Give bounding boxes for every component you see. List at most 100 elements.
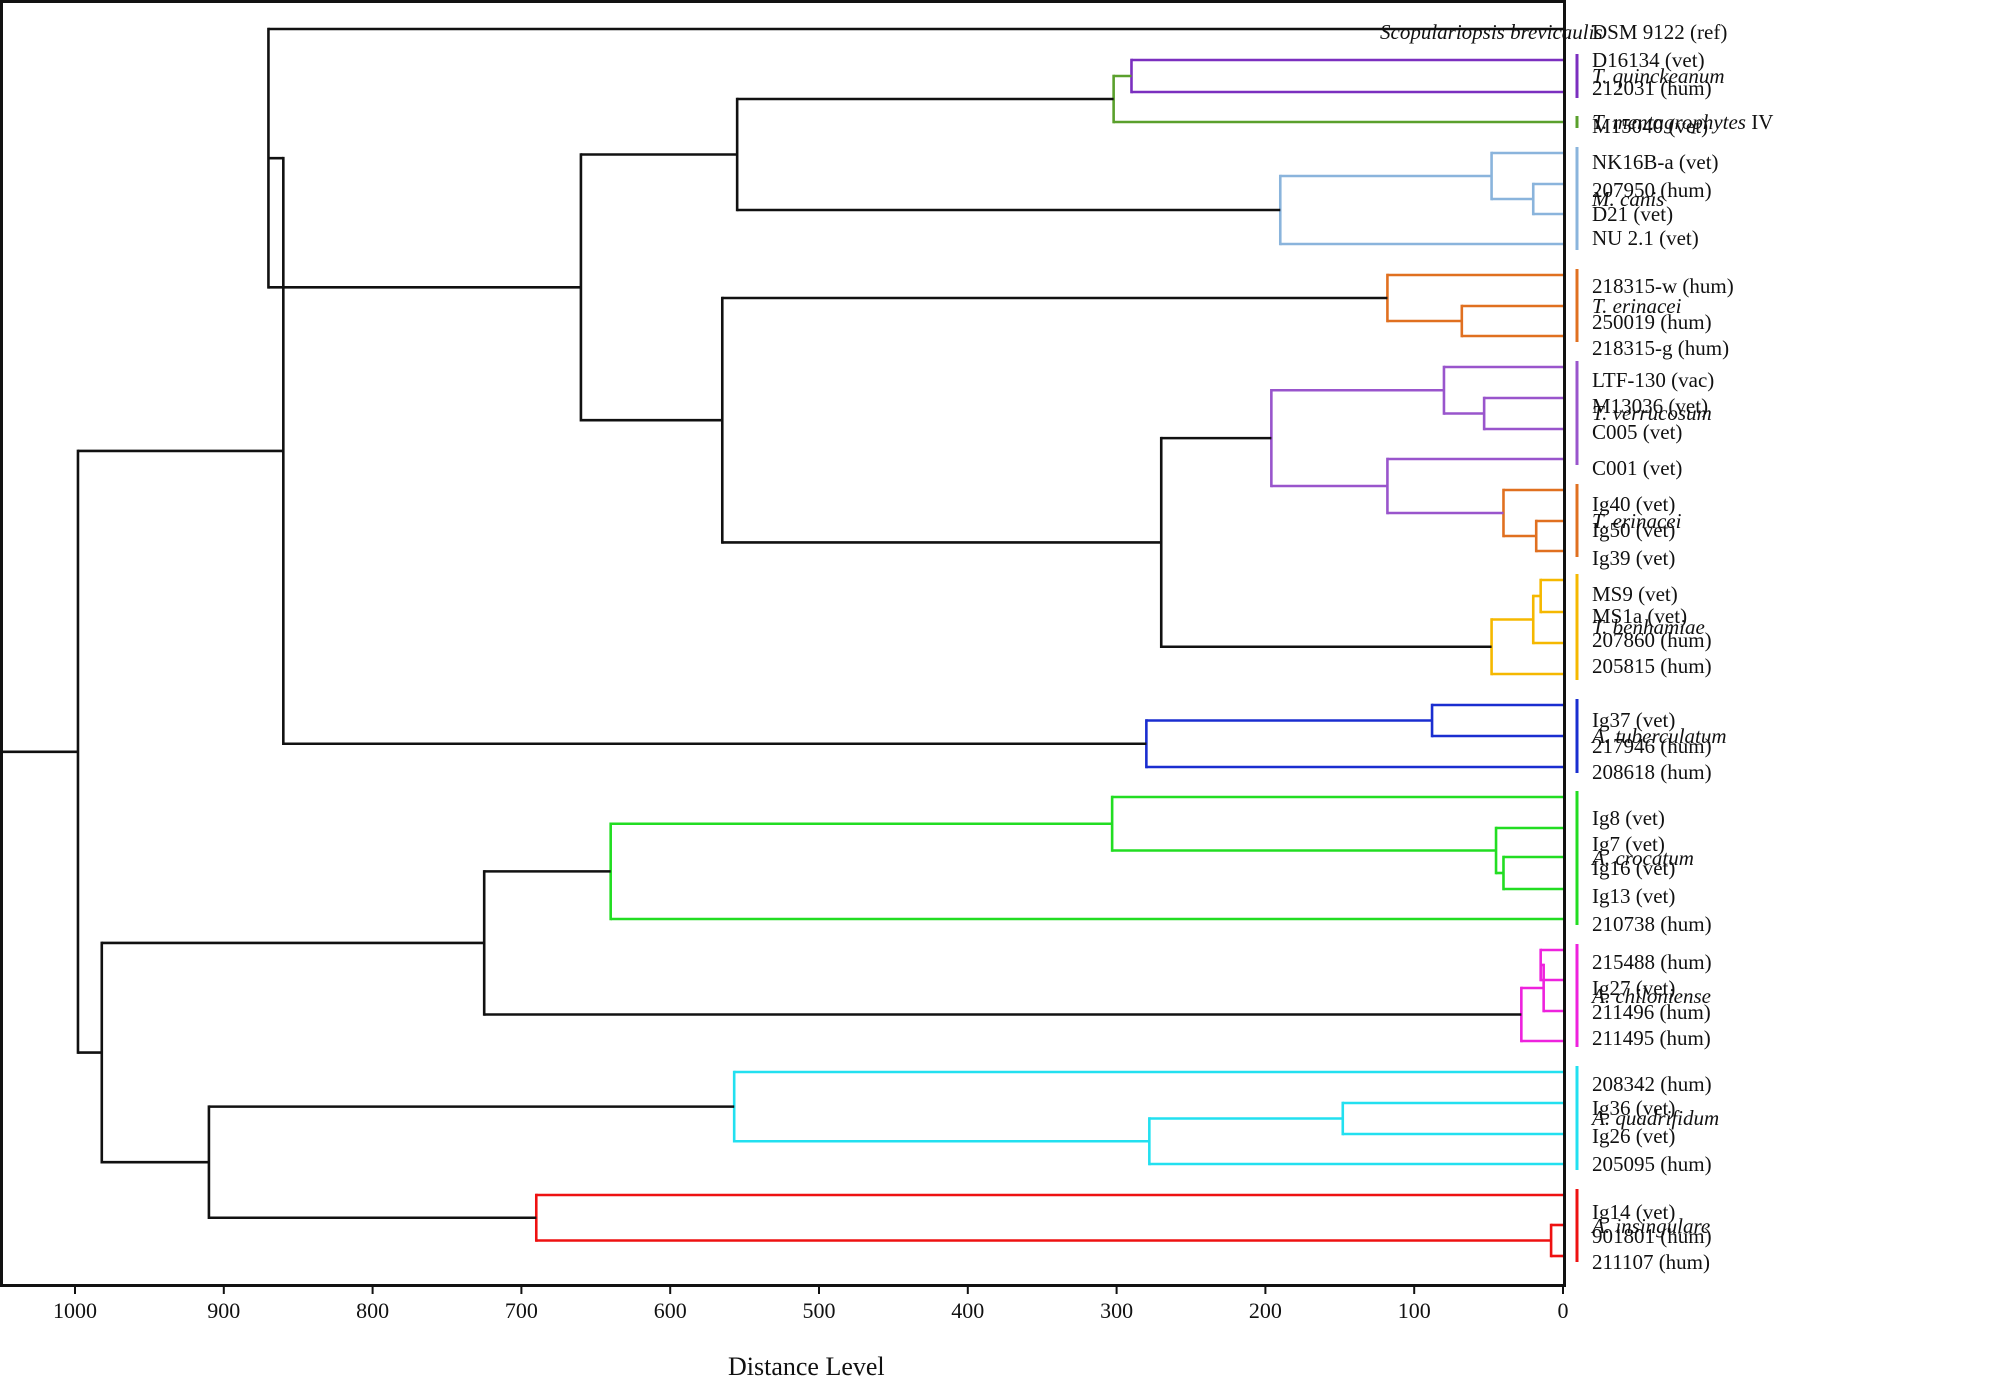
leaf-label-l7: NU 2.1 (vet)	[1592, 226, 1699, 250]
merge-n24	[268, 156, 1147, 746]
plot-frame	[0, 0, 1566, 1287]
leaf-label-l9: 250019 (hum)	[1592, 310, 1712, 334]
merge-n20	[579, 153, 738, 422]
merge-n2	[1112, 74, 1563, 124]
clade-label-5: T. erinacei	[1592, 508, 1682, 533]
x-tick-label-0: 1000	[53, 1298, 97, 1323]
leaf-label-l29: 210738 (hum)	[1592, 912, 1712, 936]
leaf-label-l32: 211496 (hum)	[1592, 1000, 1711, 1024]
clade-label-0: T. quinckeanum	[1592, 66, 1725, 87]
leaf-label-l4: NK16B-a (vet)	[1592, 150, 1719, 174]
merge-n16	[1531, 594, 1563, 645]
merge-n12	[1502, 488, 1563, 538]
merge-n14	[1270, 388, 1444, 488]
x-tick-label-3: 700	[504, 1298, 538, 1323]
clade-name: M. canis	[1592, 186, 1665, 211]
merge-n21	[267, 27, 1563, 289]
x-tick-label-2: 800	[356, 1298, 390, 1323]
merge-n15	[1539, 578, 1563, 614]
clade-label-8: A. crocatum	[1592, 848, 1694, 869]
leaf-label-l14: C001 (vet)	[1592, 456, 1683, 480]
merge-n4	[1490, 151, 1563, 201]
merge-n7	[1460, 304, 1563, 338]
merge-n3	[1531, 182, 1563, 216]
leaf-label-l31: Ig27 (vet)	[1592, 976, 1676, 1000]
clade-label-11: A. insingulare	[1592, 1213, 1711, 1238]
leaf-label-l20: 207860 (hum)	[1592, 628, 1712, 652]
ref-species-label: Scopulariopsis brevicaulis	[1380, 20, 1603, 44]
leaf-label-l40: 211107 (hum)	[1592, 1250, 1711, 1274]
leaf-label-l26: Ig7 (vet)	[1592, 832, 1665, 856]
x-tick-label-9: 100	[1397, 1298, 1431, 1323]
clade-name: A. chiloniense	[1592, 983, 1711, 1008]
leaf-label-l15: Ig40 (vet)	[1592, 492, 1676, 516]
clade-label-9: A. chiloniense	[1592, 983, 1711, 1008]
merge-n23	[1145, 719, 1563, 769]
merge-n22	[1430, 703, 1563, 738]
clade-label-10: A. quadrifidum	[1592, 1108, 1719, 1129]
x-tick-label-7: 300	[1100, 1298, 1134, 1323]
merge-n10	[1442, 365, 1563, 415]
clade-label-7: A. tuberculatum	[1592, 726, 1727, 747]
merge-n18	[1159, 436, 1492, 649]
clade-name: A. tuberculatum	[1592, 724, 1727, 748]
leaf-label-l34: 208342 (hum)	[1592, 1072, 1712, 1096]
leaf-label-l37: 205095 (hum)	[1592, 1152, 1712, 1176]
leaf-label-l28: Ig13 (vet)	[1592, 884, 1676, 908]
leaf-label-l35: Ig36 (vet)	[1592, 1096, 1676, 1120]
clade-label-6: T. benhamiae	[1592, 617, 1705, 638]
clade-name: T. mentagrophytes	[1592, 110, 1746, 134]
merge-n38	[207, 1105, 735, 1220]
x-tick-label-8: 200	[1248, 1298, 1282, 1323]
leaf-label-l16: Ig50 (vet)	[1592, 518, 1676, 542]
leaf-label-l21: 205815 (hum)	[1592, 654, 1712, 678]
merge-n25	[1502, 855, 1563, 891]
clade-suffix: IV	[1745, 110, 1774, 134]
clade-name: T. erinacei	[1592, 508, 1682, 533]
leaf-label-l27: Ig16 (vet)	[1592, 856, 1676, 880]
leaf-label-l33: 211495 (hum)	[1592, 1026, 1711, 1050]
leaf-label-l25: Ig8 (vet)	[1592, 806, 1665, 830]
merge-n5	[1278, 174, 1563, 246]
merge-n31	[1520, 986, 1563, 1043]
clade-name: T. quinckeanum	[1592, 64, 1725, 88]
clade-label-3: T. erinacei	[1592, 293, 1682, 318]
x-tick-label-5: 500	[802, 1298, 836, 1323]
leaf-label-l30: 215488 (hum)	[1592, 950, 1712, 974]
merge-n19	[720, 296, 1388, 544]
merge-n28	[609, 822, 1563, 921]
merge-n30	[1540, 963, 1563, 1013]
x-tick-label-6: 400	[951, 1298, 985, 1323]
merge-n34	[1148, 1117, 1563, 1166]
clade-name: A. quadrifidum	[1592, 1106, 1720, 1130]
leaf-label-l8: 218315-w (hum)	[1592, 274, 1734, 298]
tick-mark-group	[74, 1286, 1564, 1294]
clade-name: T. benhamiae	[1592, 615, 1705, 639]
x-axis-title: Distance Level	[728, 1352, 885, 1381]
merge-n37	[534, 1193, 1563, 1242]
leaf-label-l5: 207950 (hum)	[1592, 178, 1712, 202]
merge-n13	[1386, 457, 1563, 515]
merge-n8	[1386, 273, 1563, 323]
leaf-label-l24: 208618 (hum)	[1592, 760, 1712, 784]
x-tick-label-10: 0	[1557, 1298, 1569, 1323]
leaf-label-l17: Ig39 (vet)	[1592, 546, 1676, 570]
leaf-label-l39: 901801 (hum)	[1592, 1224, 1712, 1248]
clade-name: A. insingulare	[1592, 1213, 1711, 1238]
clade-name: T. verrucosum	[1592, 401, 1712, 425]
leaf-label-l23: 217946 (hum)	[1592, 734, 1712, 758]
merge-n17	[1490, 618, 1563, 676]
leaf-label-l13: C005 (vet)	[1592, 420, 1683, 444]
merge-n1	[1130, 58, 1563, 94]
leaf-label-l2: 212031 (hum)	[1592, 76, 1712, 100]
leaf-label-l10: 218315-g (hum)	[1592, 336, 1730, 360]
merge-n33	[1341, 1101, 1563, 1136]
x-tick-label-4: 600	[653, 1298, 687, 1323]
leaf-label-l19: MS1a (vet)	[1592, 604, 1688, 628]
clade-name: T. erinacei	[1592, 293, 1682, 318]
merge-n26	[1494, 826, 1563, 875]
clade-label-4: T. verrucosum	[1592, 403, 1712, 424]
leaf-label-l6: D21 (vet)	[1592, 202, 1674, 226]
leaf-label-l38: Ig14 (vet)	[1592, 1200, 1676, 1224]
